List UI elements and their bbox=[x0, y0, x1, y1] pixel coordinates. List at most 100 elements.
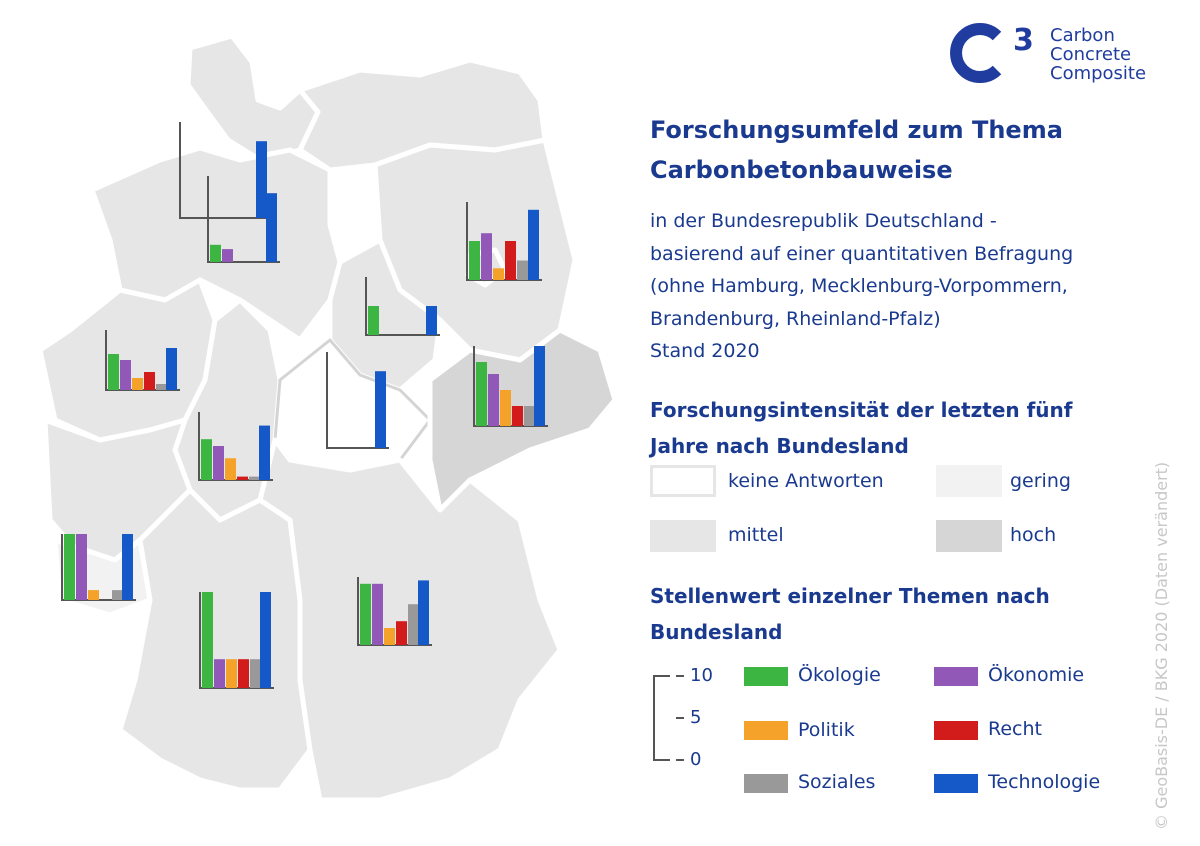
chart-axis bbox=[199, 592, 274, 689]
state-chart-3 bbox=[365, 277, 440, 336]
intensity-label-none: keine Antworten bbox=[728, 470, 884, 492]
bar-ökonomie bbox=[214, 659, 225, 688]
intensity-swatch-none bbox=[650, 465, 716, 497]
bar-ökologie bbox=[201, 439, 212, 480]
intensity-swatch-high bbox=[936, 520, 1002, 552]
bar-recht bbox=[144, 372, 155, 390]
bar-soziales bbox=[249, 476, 260, 480]
bar-technologie bbox=[256, 141, 267, 218]
topic-swatch-politik bbox=[744, 721, 788, 740]
bar-soziales bbox=[408, 604, 419, 645]
intensity-label-low: gering bbox=[1010, 470, 1071, 492]
bar-ökonomie bbox=[222, 249, 233, 262]
topic-swatch-recht bbox=[934, 721, 978, 740]
intensity-title-line-1: Forschungsintensität der letzten fünf bbox=[650, 398, 1073, 422]
bar-politik bbox=[500, 390, 511, 426]
bar-ökologie bbox=[108, 354, 119, 390]
topics-title: Stellenwert einzelner Themen nach Bundes… bbox=[650, 578, 1130, 650]
bar-ökonomie bbox=[488, 374, 499, 426]
bar-soziales bbox=[517, 260, 528, 280]
logo-line-1: Carbon bbox=[1050, 25, 1115, 46]
topic-label-oekologie: Ökologie bbox=[798, 664, 881, 686]
intensity-title: Forschungsintensität der letzten fünf Ja… bbox=[650, 392, 1130, 464]
copyright-text: © GeoBasis-DE / BKG 2020 (Daten veränder… bbox=[1152, 461, 1171, 830]
topic-swatch-oekonomie bbox=[934, 667, 978, 686]
bar-ökologie bbox=[368, 306, 379, 335]
bar-ökologie bbox=[202, 592, 213, 688]
subtitle-line-5: Stand 2020 bbox=[650, 340, 760, 362]
bar-soziales bbox=[156, 384, 167, 390]
state-chart-6 bbox=[473, 346, 548, 427]
topic-swatch-technologie bbox=[934, 774, 978, 793]
chart-axis bbox=[105, 330, 180, 391]
topics-title-line-2: Bundesland bbox=[650, 620, 783, 644]
bar-politik bbox=[384, 628, 395, 645]
bar-politik bbox=[226, 659, 237, 688]
bar-technologie bbox=[375, 371, 386, 448]
state-bw bbox=[117, 487, 313, 793]
chart-axis bbox=[326, 352, 389, 449]
logo-superscript: 3 bbox=[1013, 23, 1034, 58]
topics-title-line-1: Stellenwert einzelner Themen nach bbox=[650, 584, 1050, 608]
chart-axis bbox=[207, 176, 280, 263]
bar-technologie bbox=[122, 534, 133, 600]
state-chart-5 bbox=[105, 330, 180, 391]
bar-ökologie bbox=[360, 583, 371, 645]
topic-label-technologie: Technologie bbox=[988, 771, 1101, 793]
bar-technologie bbox=[259, 425, 270, 480]
chart-axis bbox=[179, 122, 270, 219]
topic-swatch-soziales bbox=[744, 774, 788, 793]
state-chart-4 bbox=[326, 352, 389, 449]
bar-politik bbox=[88, 590, 99, 600]
chart-axis bbox=[198, 412, 273, 481]
state-chart-2 bbox=[466, 202, 542, 281]
logo-line-3: Composite bbox=[1050, 63, 1147, 84]
state-charts bbox=[61, 122, 548, 689]
scale-label-5: 5 bbox=[690, 707, 702, 728]
bar-ökologie bbox=[64, 534, 75, 600]
bar-technologie bbox=[418, 580, 429, 645]
intensity-swatch-low bbox=[936, 465, 1002, 497]
bar-recht bbox=[505, 241, 516, 280]
state-chart-0 bbox=[179, 122, 270, 219]
chart-axis bbox=[365, 277, 440, 336]
bar-politik bbox=[132, 378, 143, 390]
state-chart-8 bbox=[61, 534, 136, 601]
logo-icon: 3 bbox=[950, 23, 1034, 83]
logo-text: Carbon Concrete Composite bbox=[1050, 26, 1146, 83]
intensity-label-medium: mittel bbox=[728, 524, 784, 546]
bar-soziales bbox=[250, 659, 261, 688]
bar-ökonomie bbox=[372, 583, 383, 645]
scale-label-0: 0 bbox=[690, 749, 702, 770]
state-chart-1 bbox=[207, 176, 280, 263]
bar-ökonomie bbox=[213, 446, 224, 480]
subtitle-line-4: Brandenburg, Rheinland-Pfalz) bbox=[650, 307, 941, 330]
bar-ökonomie bbox=[76, 534, 87, 600]
state-chart-7 bbox=[198, 412, 273, 481]
title-line-1: Forschungsumfeld zum Thema bbox=[650, 116, 1063, 144]
intensity-title-line-2: Jahre nach Bundesland bbox=[650, 434, 909, 458]
state-chart-10 bbox=[357, 577, 432, 646]
chart-axis bbox=[473, 346, 548, 427]
title-line-2: Carbonbetonbauweise bbox=[650, 156, 953, 184]
subtitle-line-3: (ohne Hamburg, Mecklenburg-Vorpommern, bbox=[650, 275, 1068, 297]
state-chart-9 bbox=[199, 592, 274, 689]
subtitle-line-2: basierend auf einer quantitativen Befrag… bbox=[650, 242, 1074, 265]
intensity-swatch-medium bbox=[650, 520, 716, 552]
scale-bracket-icon bbox=[653, 675, 684, 761]
scale-label-10: 10 bbox=[690, 665, 713, 686]
bar-recht bbox=[396, 621, 407, 645]
topic-label-recht: Recht bbox=[988, 718, 1042, 740]
topic-label-politik: Politik bbox=[798, 719, 855, 741]
intensity-label-high: hoch bbox=[1010, 524, 1057, 546]
bar-technologie bbox=[528, 209, 539, 280]
page-title: Forschungsumfeld zum Thema Carbonbetonba… bbox=[650, 110, 1150, 190]
state-sachsen-anhalt bbox=[327, 237, 443, 393]
bar-technologie bbox=[266, 193, 277, 262]
bar-recht bbox=[238, 659, 249, 688]
logo-line-2: Concrete bbox=[1050, 44, 1132, 65]
topic-label-oekonomie: Ökonomie bbox=[988, 664, 1085, 686]
chart-axis bbox=[61, 534, 136, 601]
chart-axis bbox=[357, 577, 432, 646]
